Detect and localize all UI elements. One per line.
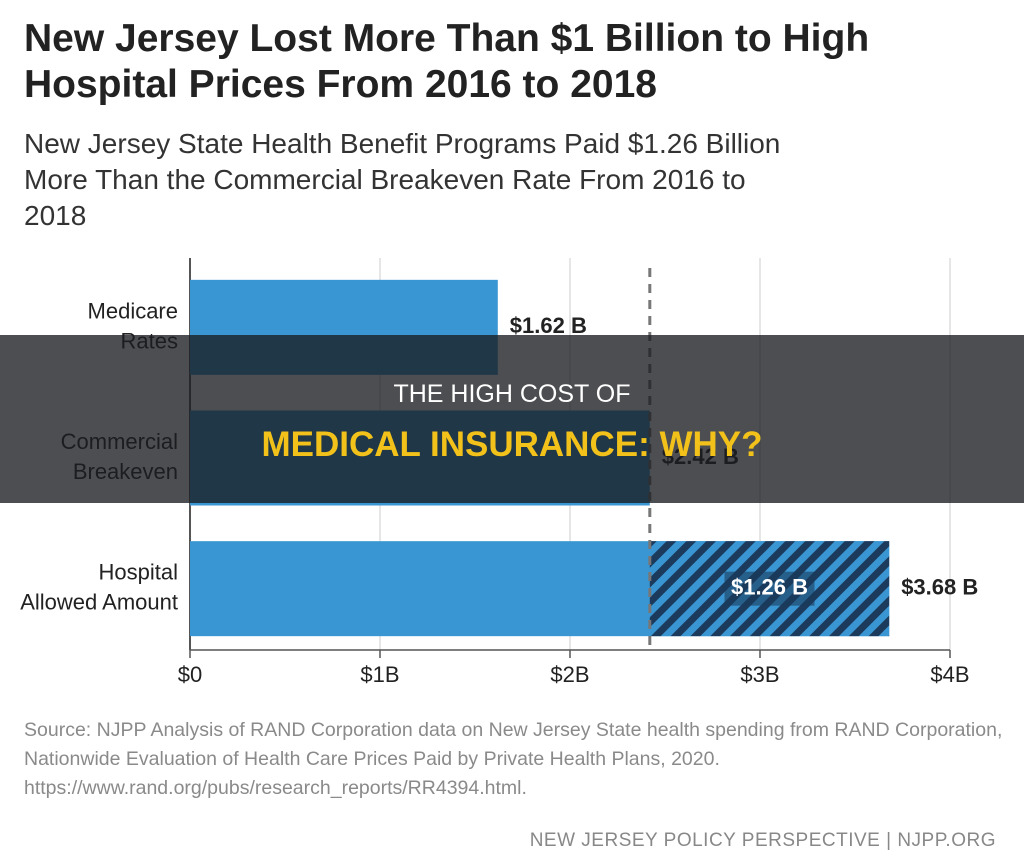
chart-subtitle: New Jersey State Health Benefit Programs…	[24, 128, 781, 231]
x-tick-label: $1B	[360, 662, 399, 687]
overlay-band	[0, 335, 1024, 503]
x-tick-label: $2B	[550, 662, 589, 687]
value-label: $1.62 B	[510, 313, 587, 338]
overlay-headline: MEDICAL INSURANCE: WHY?	[261, 425, 763, 464]
overlay-kicker: THE HIGH COST OF	[393, 380, 631, 408]
excess-label-bg	[724, 571, 815, 606]
excess-label: $1.26 B	[731, 574, 808, 599]
x-tick-label: $3B	[740, 662, 779, 687]
source-note: Source: NJPP Analysis of RAND Corporatio…	[24, 719, 1003, 799]
x-tick-label: $0	[178, 662, 202, 687]
footer: NEW JERSEY POLICY PERSPECTIVE | NJPP.ORG	[529, 830, 996, 851]
chart-title: New Jersey Lost More Than $1 Billion to …	[24, 17, 870, 106]
y-tick-label: Hospital Allowed Amount	[20, 559, 178, 614]
x-tick-label: $4B	[930, 662, 969, 687]
value-label: $3.68 B	[901, 574, 978, 599]
